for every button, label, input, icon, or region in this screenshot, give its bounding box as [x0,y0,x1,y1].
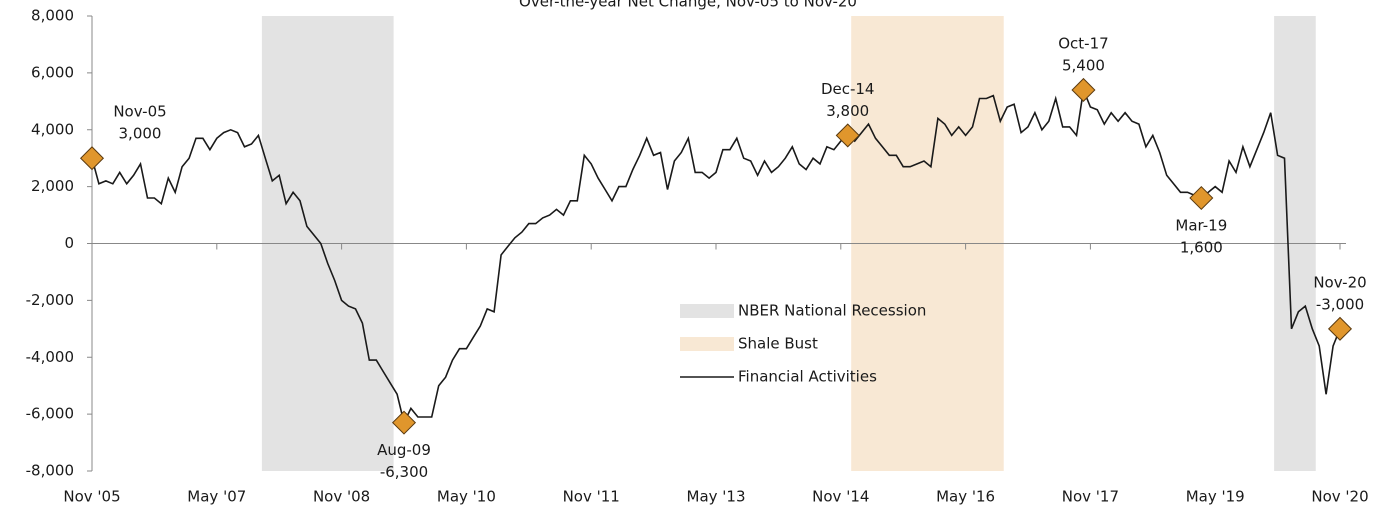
annotation-value: 1,600 [1180,239,1223,257]
y-tick-label: 2,000 [31,177,74,195]
legend-label: Financial Activities [738,368,877,386]
annotation-label: Aug-09 [377,441,431,459]
y-tick-label: 0 [64,234,74,252]
annotation-value: -3,000 [1316,295,1364,313]
x-tick-label: May '10 [437,488,496,506]
x-tick-label: May '19 [1186,488,1245,506]
y-tick-label: 8,000 [31,7,74,25]
x-tick-label: May '07 [187,488,246,506]
annotation-value: 5,400 [1062,56,1105,74]
annotation-marker [1189,185,1214,211]
legend-label: NBER National Recession [738,302,926,320]
y-tick-label: -2,000 [26,291,74,309]
annotation-label: Mar-19 [1175,217,1227,235]
annotation-label: Oct-17 [1058,34,1108,52]
x-tick-label: May '13 [687,488,746,506]
annotation-value: 3,800 [826,102,869,120]
annotation-label: Dec-14 [821,80,875,98]
legend-swatch [680,337,734,351]
annotation-label: Nov-20 [1313,273,1366,291]
legend-label: Shale Bust [738,335,818,353]
x-tick-label: Nov '08 [313,488,370,506]
annotation-marker [835,123,860,148]
y-tick-label: -6,000 [26,405,74,423]
annotation-value: 3,000 [119,125,162,143]
x-tick-label: May '16 [936,488,995,506]
annotation-value: -6,300 [380,463,428,481]
x-tick-label: Nov '05 [63,488,120,506]
y-tick-label: 4,000 [31,120,74,138]
annotation-label: Nov-05 [113,103,166,121]
y-tick-label: 6,000 [31,63,74,81]
y-tick-label: -4,000 [26,348,74,366]
annotation-marker [79,146,105,171]
x-tick-label: Nov '14 [812,488,869,506]
x-tick-label: Nov '11 [563,488,620,506]
data-line [91,86,1341,426]
annotation-marker [391,410,417,435]
annotation-marker [1071,77,1096,102]
chart-title: Over-the-year Net Change, Nov-05 to Nov-… [519,0,857,11]
x-tick-label: Nov '20 [1311,488,1368,506]
annotation-marker [1327,316,1353,341]
legend-swatch [680,304,734,318]
x-tick-label: Nov '17 [1062,488,1119,506]
y-tick-label: -8,000 [26,462,74,480]
